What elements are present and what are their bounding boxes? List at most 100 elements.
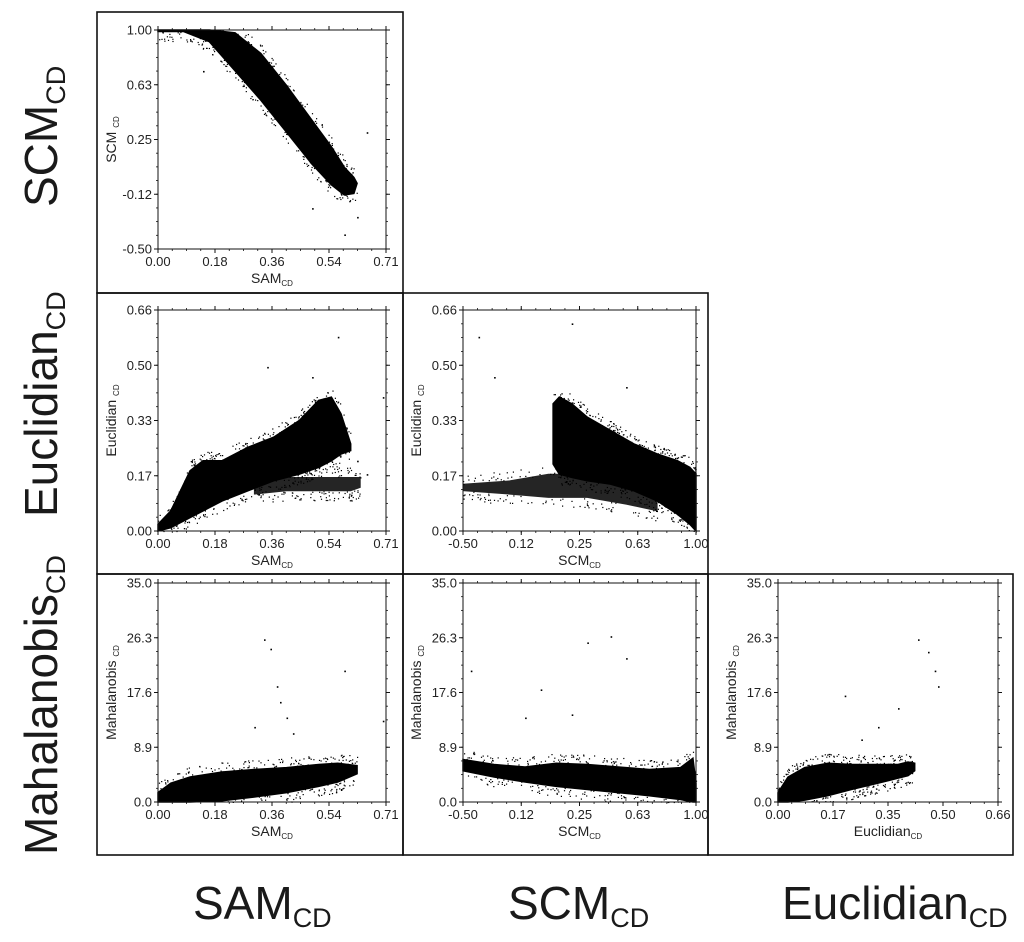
data-point — [879, 758, 881, 760]
data-point — [169, 509, 171, 511]
x-axis-label: SAMCD — [251, 270, 293, 288]
data-point — [678, 519, 681, 521]
data-point — [878, 726, 880, 729]
data-point — [247, 41, 249, 43]
data-point — [309, 162, 312, 164]
data-point — [356, 761, 358, 763]
data-point — [875, 788, 878, 790]
data-point — [262, 494, 264, 496]
data-point — [192, 774, 194, 776]
data-point — [556, 793, 558, 795]
data-point — [339, 455, 341, 457]
data-point — [663, 766, 665, 768]
data-point — [291, 767, 293, 769]
data-point — [655, 767, 658, 769]
data-point — [162, 32, 164, 34]
data-point — [602, 506, 604, 509]
data-point — [352, 198, 354, 200]
y-tick-label: 35.0 — [432, 576, 457, 591]
data-point — [316, 397, 318, 399]
data-point — [340, 455, 342, 457]
y-axis-label: Mahalanobis CD — [723, 645, 741, 740]
data-point — [662, 761, 664, 764]
data-point — [260, 497, 262, 499]
data-point — [337, 402, 339, 404]
data-point — [200, 454, 202, 456]
data-point — [893, 760, 895, 762]
data-point — [898, 779, 900, 781]
data-point — [525, 475, 527, 477]
data-point — [785, 779, 787, 782]
data-point — [608, 424, 610, 426]
panel-frame — [707, 573, 1014, 856]
data-point — [492, 760, 494, 762]
data-point — [237, 33, 239, 35]
data-point — [245, 443, 247, 445]
data-point — [310, 473, 312, 475]
data-point — [226, 502, 228, 504]
data-point — [346, 195, 348, 197]
data-point — [539, 792, 541, 794]
data-point — [645, 441, 647, 443]
data-point — [493, 786, 495, 788]
data-point — [300, 101, 302, 104]
data-point — [463, 484, 465, 486]
y-tick-label: 0.66 — [127, 303, 152, 318]
data-point — [662, 452, 664, 454]
data-point — [584, 506, 586, 508]
data-point — [599, 795, 601, 797]
col-label-sam: SAMCD — [193, 877, 332, 933]
data-point — [610, 421, 612, 423]
data-point — [586, 503, 588, 505]
data-point — [248, 765, 250, 767]
data-point — [905, 754, 908, 756]
data-point — [797, 768, 799, 771]
x-tick-label: 0.12 — [509, 807, 534, 822]
data-point — [490, 779, 492, 781]
data-point — [284, 492, 286, 494]
data-point — [296, 765, 299, 767]
y-tick-label: 0.0 — [134, 795, 152, 810]
data-point — [317, 794, 320, 796]
data-point — [193, 465, 195, 467]
data-point — [672, 517, 674, 519]
data-point — [635, 796, 637, 799]
data-point — [822, 755, 824, 757]
data-point — [571, 756, 573, 758]
data-point — [320, 180, 322, 183]
data-point — [901, 778, 903, 780]
data-point — [202, 456, 204, 458]
data-point — [290, 763, 292, 765]
data-point — [284, 74, 286, 76]
data-point — [858, 756, 860, 758]
data-point — [316, 122, 318, 124]
data-point — [340, 192, 342, 194]
data-point — [787, 770, 789, 772]
data-point — [261, 799, 263, 801]
x-tick-label: 0.18 — [202, 807, 227, 822]
data-point — [645, 517, 647, 519]
data-point — [610, 429, 612, 432]
data-point — [343, 787, 345, 789]
data-point — [303, 156, 305, 158]
data-point — [213, 49, 215, 51]
data-point — [312, 172, 314, 174]
data-point — [263, 113, 266, 115]
data-point — [337, 336, 340, 339]
data-point — [340, 475, 343, 477]
data-point — [532, 757, 534, 759]
data-point — [282, 761, 284, 764]
data-point — [338, 492, 340, 494]
data-point — [585, 410, 587, 412]
data-point — [289, 85, 291, 88]
data-point — [833, 755, 835, 757]
data-point — [521, 500, 523, 502]
data-point — [653, 800, 655, 802]
data-point — [573, 756, 575, 758]
data-point — [503, 500, 505, 502]
data-point — [656, 510, 658, 513]
y-axis-label: Mahalanobis CD — [103, 645, 121, 740]
data-point — [337, 471, 340, 473]
data-point — [492, 758, 494, 760]
data-point — [170, 528, 172, 530]
